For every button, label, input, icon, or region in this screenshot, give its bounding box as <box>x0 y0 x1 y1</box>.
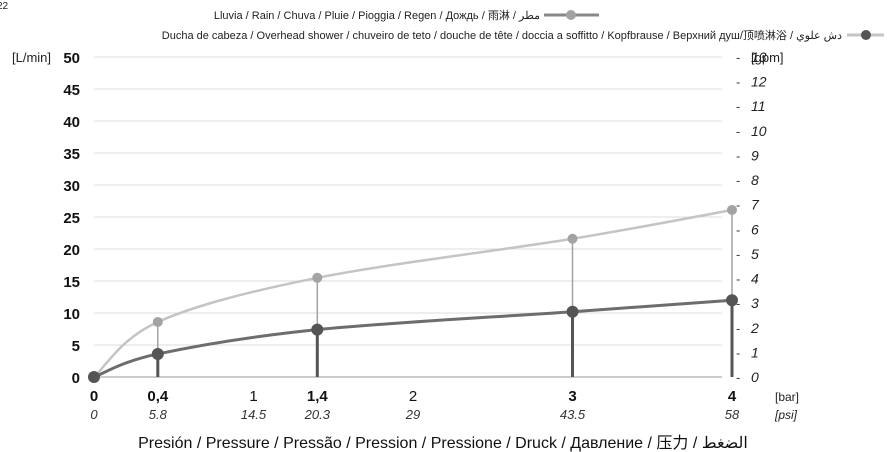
y-tick-left: 15 <box>63 274 80 291</box>
series-1-point <box>311 323 324 336</box>
y-tick-right: 11 <box>751 98 766 114</box>
series-1-point <box>88 371 100 383</box>
y-tick-right-dash: - <box>736 173 740 188</box>
y-tick-right: 8 <box>751 172 759 188</box>
legend-label-overhead-shower: Ducha de cabeza / Overhead shower / chuv… <box>162 29 842 42</box>
x-tick-bar: 1 <box>249 388 257 405</box>
y-tick-right: 3 <box>751 295 759 311</box>
y-tick-right: 9 <box>751 147 759 163</box>
y-tick-right: 13 <box>751 49 767 65</box>
x-tick-psi: 58 <box>725 407 740 422</box>
legend: Lluvia / Rain / Chuva / Pluie / Pioggia … <box>162 9 884 42</box>
top-mark: 22 <box>0 1 9 12</box>
y-tick-right: 0 <box>751 369 759 385</box>
y-tick-right-dash: - <box>736 124 740 139</box>
y-axis-label-right: [gpm] <box>751 50 784 65</box>
y-tick-left: 0 <box>72 370 80 387</box>
series-0-point <box>312 272 323 283</box>
y-tick-right-dash: - <box>736 148 740 163</box>
y-tick-left: 5 <box>72 338 80 355</box>
x-axis-ticks: 0 0 0,4 5.8 1 14.5 1,4 20.3 2 29 3 43.5 4 58 <box>90 388 740 422</box>
y-axis-label-left: [L/min] <box>12 50 51 65</box>
x-tick-psi: 43.5 <box>560 407 586 422</box>
gridlines <box>94 56 722 378</box>
series-1-line <box>92 298 734 379</box>
y-tick-right: 5 <box>751 246 759 262</box>
y-tick-right: 4 <box>751 271 759 287</box>
x-tick-psi: 20.3 <box>304 407 331 422</box>
y-tick-left: 20 <box>63 242 80 259</box>
y-tick-right-dash: - <box>736 50 740 65</box>
y-tick-left: 10 <box>63 306 80 323</box>
y-tick-right-dash: - <box>736 222 740 237</box>
x-tick-psi: 5.8 <box>149 407 168 422</box>
y-tick-left: 40 <box>63 114 80 131</box>
legend-label-rain: Lluvia / Rain / Chuva / Pluie / Pioggia … <box>214 9 540 22</box>
y-tick-right-dash: - <box>736 99 740 114</box>
x-tick-psi: 29 <box>405 407 420 422</box>
y-tick-right-dash: - <box>736 247 740 262</box>
y-tick-right-dash: - <box>736 345 740 360</box>
y-tick-right-dash: - <box>736 296 740 311</box>
x-axis-unit-bar: [bar] <box>775 390 799 404</box>
y-tick-right-dash: - <box>736 198 740 213</box>
series-0-line <box>92 208 734 379</box>
series-1-point <box>151 347 164 360</box>
x-tick-bar: 2 <box>409 388 417 405</box>
series-0-point <box>152 316 163 327</box>
series-1-point <box>726 294 738 307</box>
series-0-point <box>727 204 737 215</box>
legend-swatch-marker-rain <box>566 10 576 20</box>
x-tick-bar: 3 <box>568 388 576 405</box>
y-axis-left-ticks: 0 5 10 15 20 25 30 35 40 45 50 <box>63 50 80 387</box>
y-tick-left: 35 <box>63 146 80 163</box>
y-tick-left: 50 <box>63 50 80 67</box>
y-tick-right: 10 <box>751 123 767 139</box>
x-axis-title: Presión / Pressure / Pressão / Pression … <box>138 434 748 452</box>
y-tick-right-dash: - <box>736 272 740 287</box>
y-tick-right: 2 <box>750 320 759 336</box>
x-axis-unit-psi: [psi] <box>774 408 798 422</box>
legend-entry-overhead-shower: Ducha de cabeza / Overhead shower / chuv… <box>162 29 884 42</box>
x-tick-psi: 14.5 <box>241 407 267 422</box>
x-tick-psi: 0 <box>90 407 98 422</box>
y-tick-right-dash: - <box>736 321 740 336</box>
legend-entry-rain: Lluvia / Rain / Chuva / Pluie / Pioggia … <box>214 9 599 22</box>
y-tick-right: 12 <box>751 74 767 90</box>
y-tick-right: 1 <box>751 344 759 360</box>
y-tick-right: 7 <box>751 197 760 213</box>
plot-area <box>88 204 738 383</box>
x-tick-bar: 4 <box>728 388 737 405</box>
y-tick-left: 25 <box>63 210 80 227</box>
x-tick-bar: 1,4 <box>307 388 329 405</box>
legend-swatch-marker-overhead-shower <box>861 30 871 40</box>
y-tick-left: 30 <box>63 178 80 195</box>
y-tick-right-dash: - <box>736 75 740 90</box>
y-tick-left: 45 <box>63 82 80 99</box>
y-axis-right-ticks: 0-1-2-3-4-5-6-7-8-9-10-11-12-13- <box>736 49 767 385</box>
x-tick-bar: 0,4 <box>147 388 169 405</box>
x-tick-bar: 0 <box>90 388 98 405</box>
series-0-point <box>567 233 578 244</box>
y-tick-right-dash: - <box>736 370 740 385</box>
y-tick-right: 6 <box>751 221 759 237</box>
series-1-point <box>566 305 579 318</box>
